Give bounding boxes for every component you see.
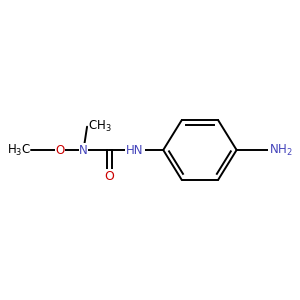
- Text: O: O: [105, 169, 115, 183]
- Text: $\mathregular{NH_2}$: $\mathregular{NH_2}$: [269, 142, 293, 158]
- Text: $\mathregular{H_3C}$: $\mathregular{H_3C}$: [7, 142, 31, 158]
- Text: N: N: [79, 143, 88, 157]
- Text: HN: HN: [126, 143, 144, 157]
- Text: O: O: [56, 143, 65, 157]
- Text: $\mathregular{CH_3}$: $\mathregular{CH_3}$: [88, 119, 112, 134]
